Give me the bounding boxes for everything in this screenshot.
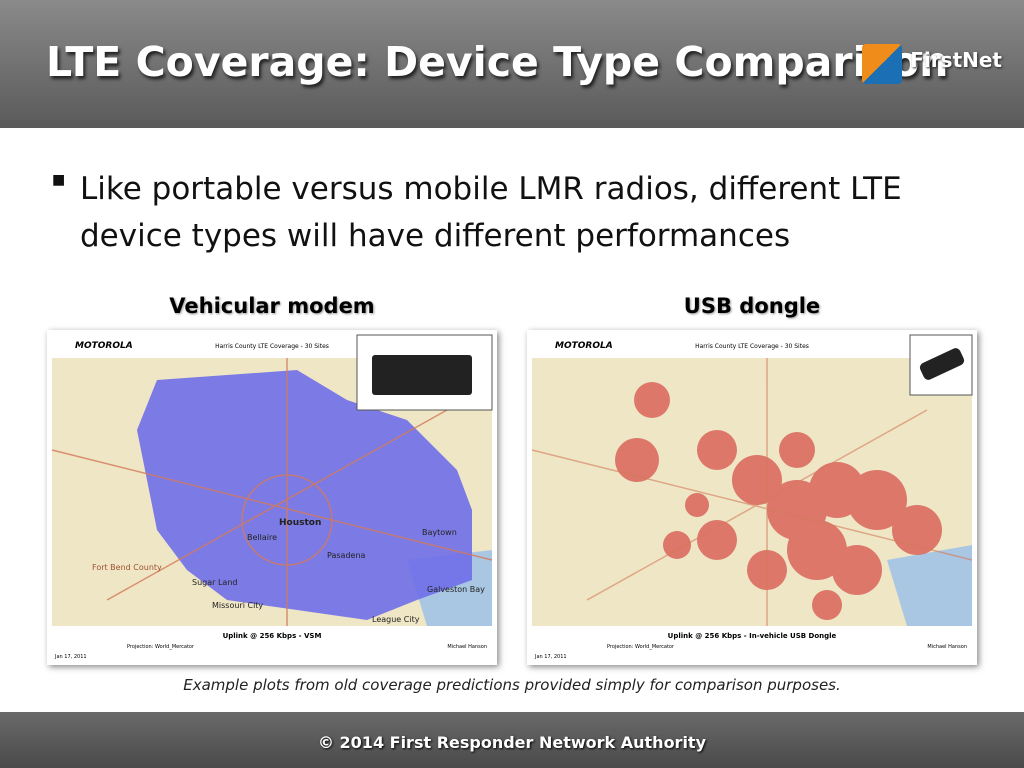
- coverage-map: MOTOROLA Harris County LTE Coverage - 30…: [527, 330, 977, 665]
- footer-text: © 2014 First Responder Network Authority: [317, 733, 707, 752]
- map-brand: MOTOROLA: [75, 341, 133, 351]
- place-label: Fort Bend County: [92, 563, 162, 572]
- map-author: Michael Hanson: [927, 644, 967, 650]
- place-label: Pasadena: [327, 551, 366, 560]
- footnote: Example plots from old coverage predicti…: [183, 676, 841, 694]
- place-label: Bellaire: [247, 533, 277, 542]
- bullet-text: Like portable versus mobile LMR radios, …: [80, 171, 902, 254]
- map-projection: Projection: World_Mercator: [607, 644, 675, 650]
- map-subtitle: Uplink @ 256 Kbps - In-vehicle USB Dongl…: [668, 632, 837, 640]
- map-title: Harris County LTE Coverage - 30 Sites: [695, 343, 809, 350]
- map-brand: MOTOROLA: [555, 341, 613, 351]
- bullet-marker: ■: [52, 172, 66, 188]
- map-subtitle: Uplink @ 256 Kbps - VSM: [223, 632, 322, 640]
- footer-bar: [0, 712, 1024, 768]
- logo-icon: [862, 44, 902, 84]
- place-label: Houston: [279, 518, 321, 528]
- header-bar: [0, 0, 1024, 128]
- coverage-map: Houston Pasadena Baytown Bellaire Sugar …: [47, 330, 497, 665]
- map-projection: Projection: World_Mercator: [127, 644, 195, 650]
- place-label: Galveston Bay: [427, 585, 485, 594]
- map-date: Jan 17, 2011: [54, 654, 87, 660]
- place-label: Baytown: [422, 528, 457, 537]
- map-title: Harris County LTE Coverage - 30 Sites: [215, 343, 329, 350]
- slide-title: LTE Coverage: Device Type Comparison: [46, 38, 949, 86]
- map-author: Michael Hanson: [447, 644, 487, 650]
- map-caption: Vehicular modem: [169, 294, 375, 318]
- place-label: League City: [372, 615, 420, 624]
- place-label: Missouri City: [212, 601, 263, 610]
- place-label: Sugar Land: [192, 578, 237, 587]
- logo: FirstNet: [910, 48, 1002, 72]
- map-date: Jan 17, 2011: [534, 654, 567, 660]
- map-caption: USB dongle: [683, 294, 821, 318]
